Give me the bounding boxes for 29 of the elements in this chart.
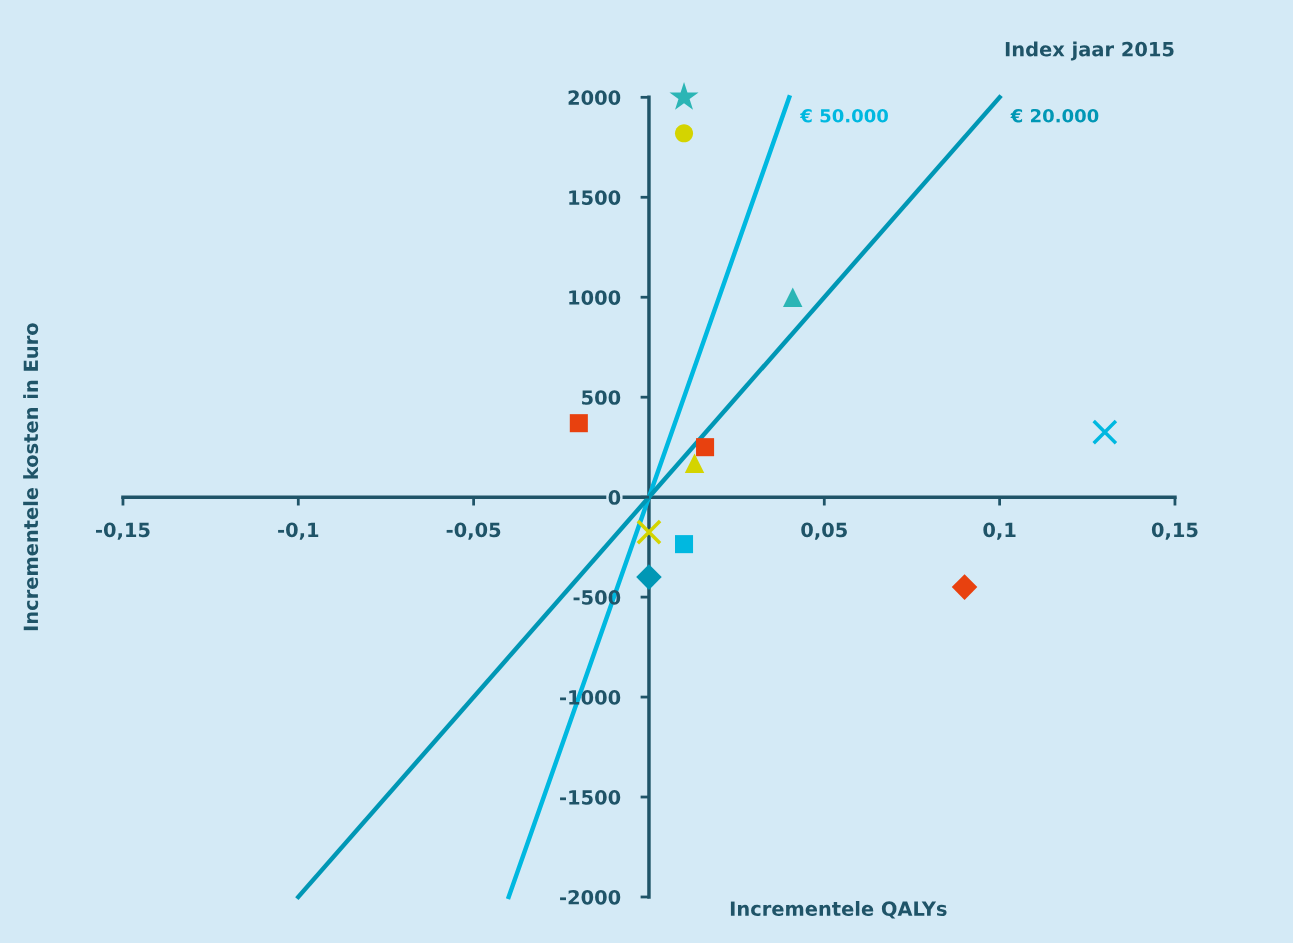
text: Index jaar 2015	[1005, 41, 1174, 61]
point	[951, 574, 978, 600]
point	[636, 564, 662, 590]
point	[783, 287, 803, 307]
y-tick-label: -1500	[560, 789, 621, 805]
x-tick-label: 0,15	[1151, 522, 1198, 540]
x-tick-label: -0,15	[96, 522, 150, 540]
point	[674, 535, 694, 554]
x-tick-label: -0,1	[278, 522, 319, 540]
series-label: € 20.000	[1010, 108, 1099, 123]
point	[696, 438, 715, 457]
x-tick-label: 0,05	[801, 522, 847, 540]
x-axis-title: Incrementele QALYs	[730, 900, 947, 919]
point	[684, 453, 705, 473]
point	[1091, 419, 1118, 446]
x-tick-label: -0,05	[446, 522, 501, 540]
point	[674, 124, 694, 143]
y-tick-label: 500	[582, 390, 621, 405]
y-tick-label: 2000	[568, 90, 621, 105]
y-tick-label: 0	[608, 490, 621, 505]
y-axis-title: Incrementele kosten in Euro	[23, 323, 39, 631]
point	[636, 519, 662, 545]
x-tick-label: 0,1	[983, 522, 1016, 540]
point	[569, 414, 588, 433]
point	[669, 82, 699, 110]
y-tick-label: 1000	[569, 290, 621, 305]
series-label: € 50.000	[799, 108, 888, 123]
y-tick-label: 1500	[569, 190, 621, 205]
y-tick-label: -2000	[560, 889, 621, 905]
